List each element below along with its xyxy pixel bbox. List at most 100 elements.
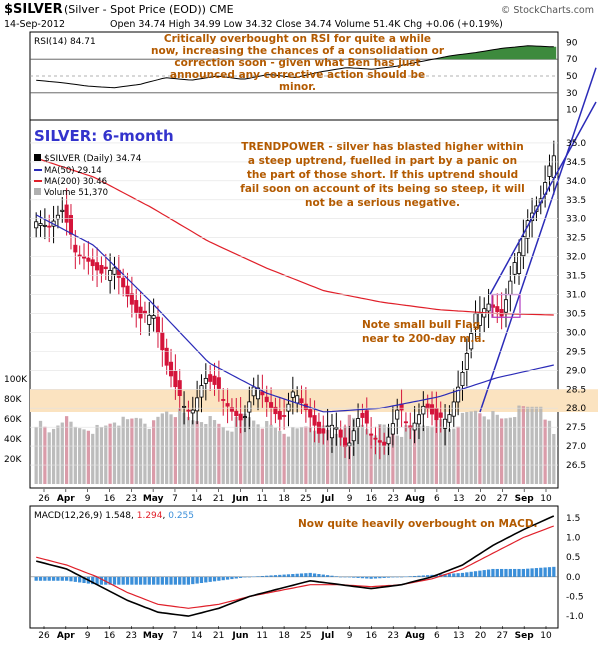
macd-histogram-bar — [34, 576, 38, 581]
volume-bar — [278, 430, 282, 484]
candle-body — [412, 422, 417, 431]
candle-body — [356, 418, 361, 428]
macd-histogram-bar — [225, 576, 230, 580]
candle-body — [173, 370, 178, 388]
candle-body — [216, 377, 221, 389]
volume-bar — [456, 426, 460, 484]
price-x-tick-label: Aug — [405, 494, 425, 504]
macd-histogram-bar — [343, 576, 347, 578]
price-x-tick-label: 6 — [434, 494, 440, 504]
macd-x-tick-label: 21 — [213, 631, 224, 641]
volume-bar — [73, 426, 77, 484]
volume-bar — [365, 429, 369, 484]
candle-body — [221, 399, 226, 401]
macd-histogram-bar — [247, 576, 251, 578]
macd-histogram-bar — [151, 576, 156, 585]
volume-bar — [473, 410, 478, 484]
macd-histogram-bar — [399, 576, 404, 578]
volume-bar — [295, 428, 299, 484]
price-tick-label: 34.5 — [566, 158, 586, 168]
macd-histogram-bar — [447, 573, 452, 577]
rsi-tick-label: 10 — [566, 106, 578, 116]
macd-histogram-bar — [212, 576, 217, 582]
candle-body — [316, 421, 321, 434]
price-x-tick-label: 25 — [300, 494, 311, 504]
price-tick-label: 30.0 — [566, 328, 586, 338]
macd-histogram-bar — [73, 576, 77, 582]
candle-body — [369, 433, 374, 436]
volume-bar — [43, 426, 47, 484]
candle-body — [229, 407, 234, 412]
macd-panel-frame — [29, 505, 559, 629]
candle-body — [134, 300, 139, 313]
price-tick-label: 31.0 — [566, 291, 586, 301]
volume-bar — [173, 417, 178, 484]
macd-histogram-bar — [60, 576, 64, 581]
rsi-annotation: Critically overbought on RSI for quite a… — [150, 33, 445, 93]
volume-bar — [299, 427, 304, 484]
macd-histogram-bar — [352, 576, 356, 578]
volume-bar — [395, 435, 399, 484]
macd-histogram-bar — [217, 576, 221, 581]
candle-body — [334, 427, 339, 430]
candle-body — [99, 265, 104, 274]
candle-body — [521, 236, 526, 257]
price-tick-label: 27.0 — [566, 442, 586, 452]
macd-histogram-bar — [517, 568, 521, 577]
legend: $SILVER (Daily) 34.74 MA(50) 29.14 MA(20… — [34, 154, 142, 198]
volume-bar — [195, 421, 199, 484]
volume-bar — [334, 433, 338, 484]
macd-histogram-bar — [534, 568, 539, 577]
macd-x-tick-label: 10 — [540, 631, 552, 641]
volume-tick-label: 100K — [4, 375, 28, 385]
volume-bar — [78, 428, 82, 484]
volume-bar — [304, 426, 308, 484]
volume-bar — [95, 424, 99, 484]
macd-histogram-bar — [243, 576, 247, 578]
candle-body — [208, 374, 213, 382]
volume-bar — [199, 422, 204, 484]
macd-histogram-bar — [95, 576, 99, 585]
candle-body — [260, 391, 265, 396]
price-x-tick-label: 16 — [366, 494, 378, 504]
macd-histogram-bar — [482, 570, 486, 577]
volume-bar — [330, 434, 334, 484]
candle-body — [247, 401, 252, 413]
volume-bar — [404, 425, 408, 484]
macd-histogram-bar — [408, 576, 412, 577]
candle-body — [434, 408, 439, 421]
macd-histogram-bar — [108, 576, 112, 585]
macd-histogram-bar — [51, 576, 56, 581]
macd-histogram-bar — [286, 574, 291, 577]
macd-histogram-bar — [134, 576, 138, 585]
candle-body — [390, 423, 395, 435]
volume-bar — [51, 428, 56, 484]
volume-bar — [443, 424, 447, 484]
volume-bar — [325, 429, 330, 484]
macd-histogram-bar — [391, 576, 395, 578]
macd-x-tick-label: May — [143, 631, 164, 641]
macd-histogram-bar — [513, 568, 517, 577]
macd-tick-label: -1.0 — [566, 612, 584, 622]
volume-bar — [112, 422, 117, 484]
trend-channel-upper — [489, 101, 597, 295]
candle-body — [456, 386, 461, 403]
candle-body — [460, 371, 465, 387]
macd-histogram-bar — [339, 576, 343, 578]
macd-x-tick-label: 13 — [453, 631, 464, 641]
macd-histogram-bar — [138, 576, 143, 585]
macd-x-tick-label: Apr — [57, 631, 75, 641]
candle-body — [186, 409, 191, 412]
macd-histogram-bar — [530, 568, 534, 577]
volume-bar — [508, 417, 512, 484]
macd-histogram-bar — [382, 576, 386, 578]
price-tick-label: 32.5 — [566, 234, 586, 244]
price-x-tick-label: 26 — [38, 494, 50, 504]
macd-x-tick-label: 16 — [104, 631, 116, 641]
macd-histogram-bar — [369, 576, 373, 579]
macd-histogram-bar — [426, 575, 430, 577]
volume-bar — [47, 432, 51, 484]
candle-body — [495, 306, 500, 313]
